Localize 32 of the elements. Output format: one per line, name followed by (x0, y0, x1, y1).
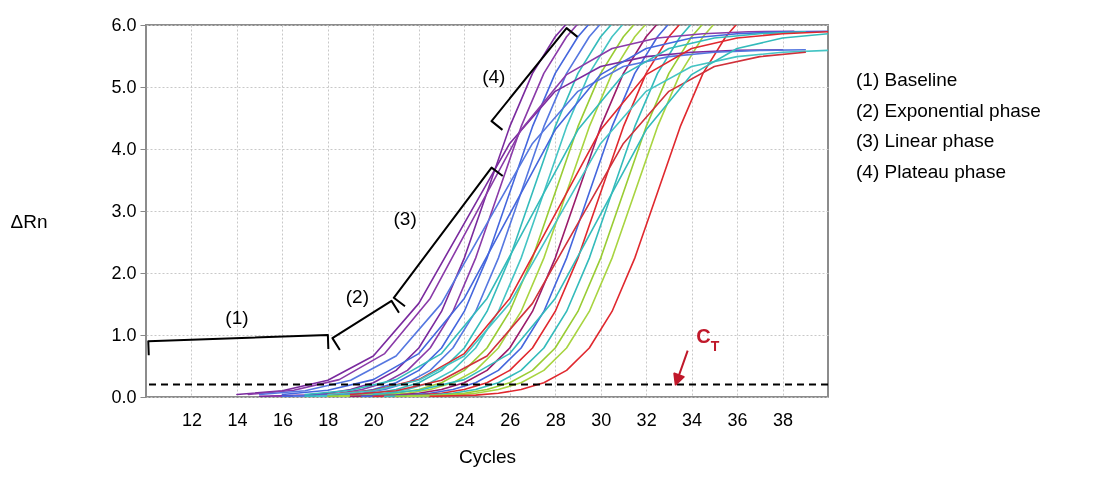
x-axis-title: Cycles (458, 445, 517, 467)
x-tick-label: 38 (773, 409, 794, 430)
text: (2) Exponential phase (856, 99, 1041, 121)
x-tick-label: 18 (318, 409, 339, 430)
y-tick-label: 5.0 (111, 76, 137, 97)
annotation: (4) (482, 65, 506, 87)
text: (1) Baseline (856, 69, 958, 90)
annotation: (1) (225, 307, 249, 329)
x-tick-label: 14 (227, 409, 248, 430)
y-tick-label: 4.0 (111, 138, 137, 159)
text: (4) Plateau phase (856, 160, 1006, 182)
x-tick-label: 32 (636, 409, 657, 430)
x-tick-label: 30 (591, 409, 612, 430)
y-axis-title: ΔRn (10, 210, 48, 232)
x-tick-label: 28 (545, 409, 566, 430)
x-tick-label: 36 (727, 409, 748, 430)
annotation: (2) (345, 285, 370, 307)
y-tick-label: 1.0 (111, 324, 137, 345)
x-tick-label: 16 (272, 409, 293, 430)
x-tick-label: 22 (409, 409, 430, 430)
x-tick-label: 26 (500, 409, 521, 430)
annotation: (3) (393, 208, 417, 230)
x-tick-label: 34 (682, 409, 703, 430)
y-tick-label: 2.0 (111, 262, 137, 283)
x-tick-label: 12 (181, 409, 202, 430)
x-tick-label: 24 (454, 409, 475, 430)
y-tick-label: 6.0 (111, 14, 137, 35)
annotation: C$_{T}$ (696, 324, 720, 354)
y-tick-label: 0.0 (111, 386, 137, 407)
text: (3) Linear phase (856, 130, 995, 151)
x-tick-label: 20 (363, 409, 384, 430)
y-tick-label: 3.0 (111, 200, 137, 221)
